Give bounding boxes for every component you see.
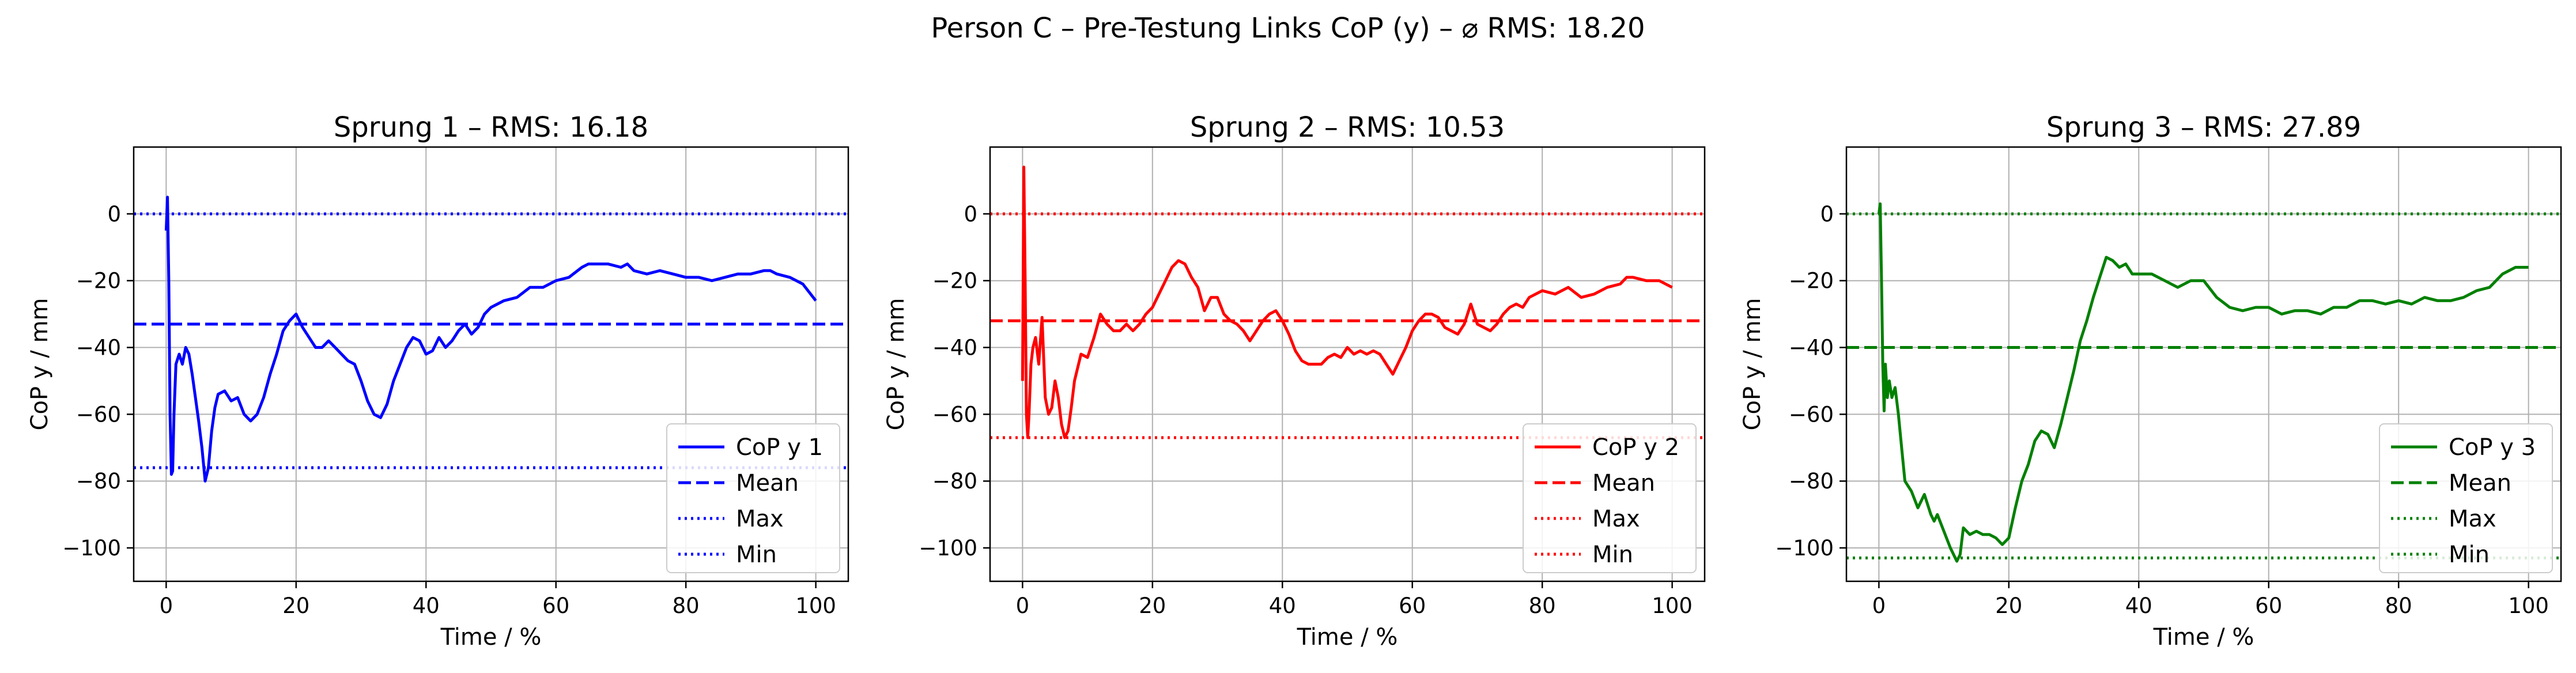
legend-box [1523,423,1697,573]
y-axis-label: CoP y / mm [27,298,53,431]
x-tick-label: 20 [282,593,309,618]
x-tick-label: 80 [673,593,700,618]
x-tick-label: 100 [1652,593,1693,618]
x-tick-label: 20 [1995,593,2022,618]
y-tick-label: −100 [919,536,977,561]
y-tick-label: −20 [1789,269,1834,294]
y-tick-label: 0 [107,202,121,227]
y-tick-label: −100 [62,536,121,561]
legend-label: Mean [736,470,799,497]
legend-label: CoP y 1 [736,434,823,461]
y-tick-label: −60 [1789,402,1834,427]
x-axis-label: Time / % [2153,624,2254,651]
panel-title: Sprung 3 – RMS: 27.89 [2046,111,2361,144]
panel-title: Sprung 2 – RMS: 10.53 [1190,111,1505,144]
series-cop-line [1021,166,1673,439]
x-tick-label: 40 [413,593,440,618]
y-tick-label: −80 [1789,469,1834,494]
y-tick-label: −80 [76,469,121,494]
y-tick-label: −20 [76,269,121,294]
legend-label: Max [1592,506,1640,532]
x-axis-label: Time / % [440,624,542,651]
figure-suptitle: Person C – Pre-Testung Links CoP (y) – ⌀… [931,12,1645,44]
x-tick-label: 0 [1016,593,1030,618]
x-tick-label: 80 [2385,593,2412,618]
y-tick-label: −100 [1775,536,1834,561]
legend-label: Min [736,542,777,568]
legend-label: Mean [1592,470,1655,497]
legend-label: Max [2449,506,2496,532]
series-cop-line [164,195,817,483]
x-tick-label: 100 [2508,593,2549,618]
x-tick-label: 40 [1269,593,1296,618]
legend-box [2379,423,2553,573]
legend-label: CoP y 2 [1592,434,1679,461]
y-tick-label: −40 [932,336,977,360]
x-tick-label: 60 [2255,593,2282,618]
series-cop-line [1877,202,2529,563]
x-tick-label: 0 [1872,593,1886,618]
x-tick-label: 100 [795,593,836,618]
plot-frame [1845,146,2562,582]
x-tick-label: 20 [1139,593,1166,618]
legend-label: Min [1592,542,1633,568]
y-tick-label: −40 [1789,336,1834,360]
y-tick-label: −40 [76,336,121,360]
y-tick-label: −20 [932,269,977,294]
plot-area [134,195,848,483]
y-axis-label: CoP y / mm [1739,298,1766,431]
y-axis-label: CoP y / mm [883,298,909,431]
x-tick-label: 0 [160,593,173,618]
plot-area [990,166,1705,439]
plot-area [1846,202,2561,563]
x-tick-label: 60 [1399,593,1426,618]
chart-panel-1: 0 20 40 60 80 100 0 −20 −40 −60 −80 −100 Sprung 1 – … [27,111,849,651]
legend-label: CoP y 3 [2449,434,2536,461]
y-tick-label: −80 [932,469,977,494]
plot-frame [133,146,849,582]
y-tick-label: −60 [76,402,121,427]
y-tick-label: 0 [964,202,977,227]
legend-label: Max [736,506,784,532]
panel-title: Sprung 1 – RMS: 16.18 [334,111,648,144]
x-tick-label: 40 [2125,593,2152,618]
y-tick-label: 0 [1820,202,1834,227]
x-axis-label: Time / % [1297,624,1398,651]
x-tick-label: 60 [542,593,569,618]
chart-panel-2: 0 20 40 60 80 100 0 −20 −40 −60 −80 −100 Sprung 2 – … [883,111,1706,651]
legend-label: Min [2449,542,2490,568]
chart-panel-3: 0 20 40 60 80 100 0 −20 −40 −60 −80 −100 Sprung 3 – … [1739,111,2562,651]
y-tick-label: −60 [932,402,977,427]
legend-box [666,423,840,573]
x-tick-label: 80 [1529,593,1556,618]
legend-label: Mean [2449,470,2511,497]
plot-frame [989,146,1706,582]
